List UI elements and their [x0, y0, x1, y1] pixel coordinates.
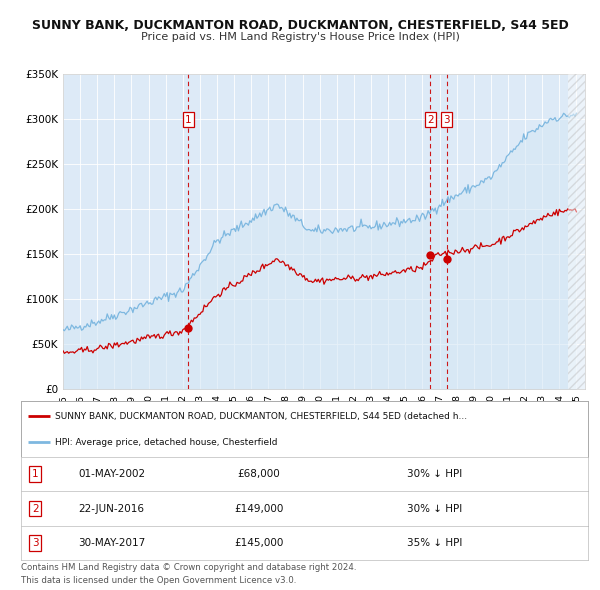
Text: 1: 1	[32, 470, 38, 479]
Text: SUNNY BANK, DUCKMANTON ROAD, DUCKMANTON, CHESTERFIELD, S44 5ED: SUNNY BANK, DUCKMANTON ROAD, DUCKMANTON,…	[32, 19, 568, 32]
Text: 2: 2	[32, 504, 38, 513]
Text: Price paid vs. HM Land Registry's House Price Index (HPI): Price paid vs. HM Land Registry's House …	[140, 32, 460, 42]
Text: £149,000: £149,000	[235, 504, 284, 513]
Text: Contains HM Land Registry data © Crown copyright and database right 2024.: Contains HM Land Registry data © Crown c…	[21, 563, 356, 572]
Text: 35% ↓ HPI: 35% ↓ HPI	[407, 538, 462, 548]
Text: 01-MAY-2002: 01-MAY-2002	[78, 470, 145, 479]
Text: 30% ↓ HPI: 30% ↓ HPI	[407, 470, 462, 479]
Text: This data is licensed under the Open Government Licence v3.0.: This data is licensed under the Open Gov…	[21, 576, 296, 585]
Text: HPI: Average price, detached house, Chesterfield: HPI: Average price, detached house, Ches…	[55, 438, 278, 447]
Text: £145,000: £145,000	[235, 538, 284, 548]
Text: 22-JUN-2016: 22-JUN-2016	[79, 504, 145, 513]
Text: 3: 3	[443, 114, 450, 124]
Text: SUNNY BANK, DUCKMANTON ROAD, DUCKMANTON, CHESTERFIELD, S44 5ED (detached h...: SUNNY BANK, DUCKMANTON ROAD, DUCKMANTON,…	[55, 412, 467, 421]
Text: 30% ↓ HPI: 30% ↓ HPI	[407, 504, 462, 513]
Text: 3: 3	[32, 538, 38, 548]
Text: 2: 2	[427, 114, 434, 124]
Text: 1: 1	[185, 114, 192, 124]
Text: 30-MAY-2017: 30-MAY-2017	[78, 538, 145, 548]
Text: £68,000: £68,000	[238, 470, 281, 479]
